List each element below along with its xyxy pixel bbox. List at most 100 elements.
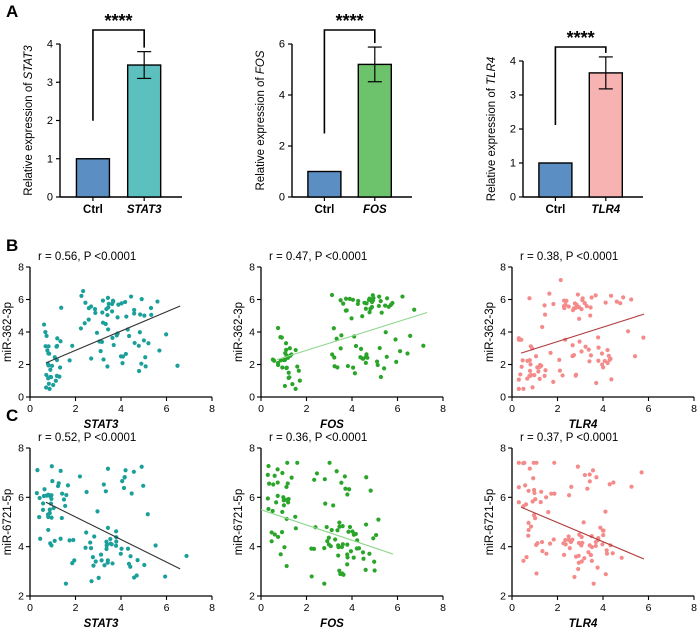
data-point [290,381,295,387]
data-point [516,460,521,465]
data-point [561,304,566,309]
data-point [43,330,48,335]
y-axis-label-prefix: Relative expression of [23,79,35,195]
data-point [38,536,43,541]
data-point [542,312,548,317]
y-axis-label: miR-362-3p [484,302,496,362]
x-tick-label: 0 [27,602,33,614]
data-point [123,351,128,357]
data-point [289,475,294,480]
data-point [136,343,141,348]
data-point [562,298,567,303]
data-point [345,492,350,497]
data-point [379,310,384,315]
data-point [535,365,540,370]
data-point [552,491,557,496]
data-point [347,487,352,492]
data-point [126,561,132,566]
data-point [71,537,76,543]
data-point [339,544,344,550]
data-point [272,473,277,478]
y-axis-label: miR-6721-5p [484,489,496,555]
data-point [137,330,142,335]
y-axis-label: Relative expression of FOS [255,50,267,190]
data-point [53,378,58,383]
data-point [383,303,388,308]
data-point [109,309,115,314]
data-point [101,482,106,487]
data-point [625,329,631,334]
data-point [46,351,51,356]
x-tick-label: 2 [304,602,310,614]
data-point [325,539,330,544]
bar-stat3-chart: 0 1 2 3 4 Relative expression of STAT3 Ctrl STA… [23,11,182,216]
data-point [378,374,384,380]
data-point [92,306,98,312]
data-point [600,362,605,367]
data-point [119,301,124,306]
data-point [566,534,571,539]
data-point [544,551,549,556]
data-point [582,472,587,478]
data-point [293,386,298,391]
data-point [588,305,593,310]
data-point [523,483,528,488]
data-point [560,373,565,378]
data-point [586,347,591,352]
y-tick-label: 4 [500,327,506,339]
data-point [527,466,532,471]
data-point [345,562,350,567]
data-point [322,581,327,586]
data-point [552,460,557,465]
y-axis-label-prefix: Relative expression of [255,74,267,190]
data-point [37,495,42,501]
data-point [582,301,587,306]
data-point [573,305,578,311]
data-point [549,491,554,496]
x-tick-label: 2 [304,403,310,415]
data-point [142,562,147,568]
data-point [153,543,158,548]
panel-label-a: A [6,2,18,21]
data-point [345,363,351,369]
data-point [558,277,563,283]
data-point [619,555,624,560]
x-tick-label: 0 [258,403,264,415]
data-point [547,541,553,546]
data-point [41,493,46,499]
data-point [551,537,556,542]
data-point [309,574,314,579]
data-point [47,507,52,512]
data-point [596,335,601,340]
data-point [297,378,302,383]
data-point [356,546,362,551]
data-point [77,474,83,479]
data-point [614,299,619,304]
data-point [526,533,531,538]
data-point [543,368,548,373]
x-tick-label: 0 [27,403,33,415]
panel-label-b: B [6,236,18,255]
bar-fos-chart: 0 2 4 6 Relative expression of FOS Ctrl FOS ***… [255,11,412,216]
data-point [92,534,97,539]
data-point [163,574,168,579]
sc-b-tlr4-chart: 0 2 4 6 8 0 2 4 6 8 TLR4 miR-362-3p r = 0.38, P <0.0… [484,251,697,431]
data-point [588,552,593,558]
data-point [632,354,638,359]
data-point [46,363,51,368]
data-point [561,541,566,546]
data-point [523,502,529,507]
data-point [63,503,68,509]
data-point [363,567,368,572]
data-point [350,529,355,534]
data-point [527,373,532,378]
x-axis-label: FOS [320,419,344,431]
y-tick-label: 2 [47,115,53,127]
data-point [280,365,285,370]
data-point [339,333,344,338]
data-point [44,372,49,378]
data-point [337,568,342,573]
x-tick-label: 2 [555,403,561,415]
data-point [587,479,592,484]
data-point [349,316,354,321]
